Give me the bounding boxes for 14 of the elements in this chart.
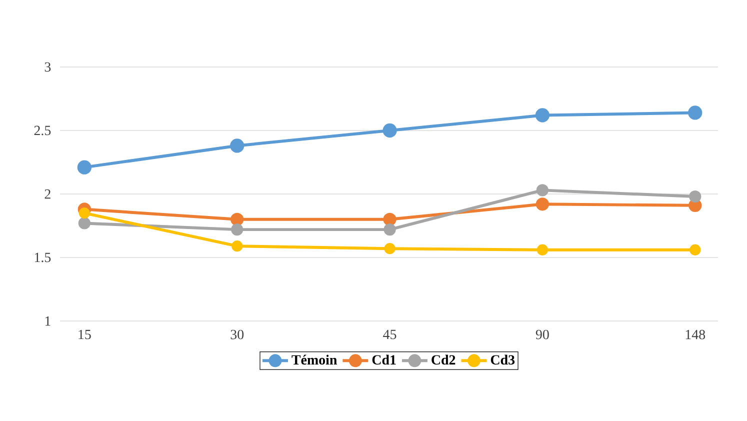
y-tick-label: 2.5	[34, 126, 51, 136]
legend-label: Cd2	[432, 354, 456, 365]
legend-label: Cd1	[372, 354, 396, 365]
x-tick-label: 30	[230, 330, 244, 340]
y-tick-label: 3	[44, 62, 51, 72]
y-tick-label: 1.5	[34, 252, 51, 262]
legend-label: Témoin	[292, 354, 337, 365]
x-tick-label: 90	[536, 330, 549, 340]
y-tick-label: 1	[45, 316, 50, 326]
x-tick-label: 148	[686, 330, 706, 340]
y-tick-label: 2	[44, 189, 50, 199]
x-tick-label: 15	[78, 330, 91, 340]
legend-label: Cd3	[490, 354, 515, 365]
x-tick-label: 45	[383, 330, 396, 340]
